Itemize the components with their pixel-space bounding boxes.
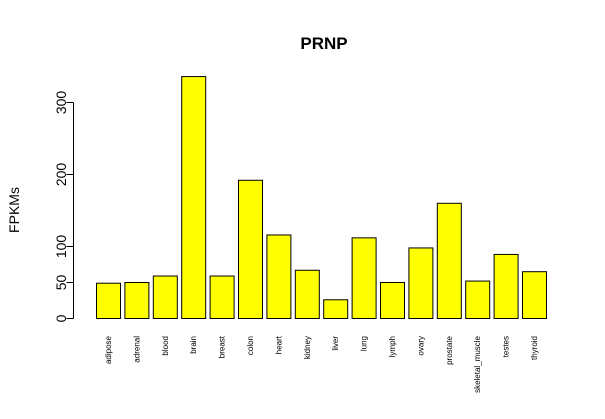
chart-title: PRNP — [300, 34, 347, 53]
x-tick-label: testes — [502, 336, 511, 357]
x-tick-label: adrenal — [132, 336, 141, 363]
bar-skeletal-muscle — [465, 280, 491, 319]
bar-kidney — [294, 269, 320, 320]
bars — [96, 76, 547, 320]
x-tick-label: lymph — [388, 336, 397, 357]
x-tick-label: brain — [189, 336, 198, 354]
y-tick-label: 300 — [53, 91, 69, 115]
bar-thyroid — [522, 271, 547, 320]
bar-lymph — [380, 282, 405, 319]
bar-liver — [323, 299, 349, 319]
y-axis-ticks: 0 50 100 200 300 — [53, 91, 74, 322]
bar-ovary — [408, 247, 434, 319]
bar-testes — [493, 253, 519, 319]
bar-heart — [266, 234, 292, 319]
x-tick-label: ovary — [416, 336, 425, 356]
x-tick-label: thyroid — [530, 336, 539, 360]
y-tick-label: 0 — [53, 314, 69, 322]
bar-blood — [152, 275, 178, 319]
x-tick-label: kidney — [303, 336, 312, 359]
x-tick-label: skeletal_muscle — [473, 335, 482, 392]
x-tick-label: colon — [246, 336, 255, 355]
y-tick-label: 200 — [53, 163, 69, 187]
bar-lung — [351, 237, 377, 319]
bar-adrenal — [124, 282, 150, 319]
bar-colon — [238, 179, 263, 319]
x-axis-labels: adipose adrenal blood brain breast colon heart… — [104, 335, 539, 393]
bar-prostate — [436, 202, 462, 319]
x-tick-label: adipose — [104, 335, 113, 364]
bar-brain — [181, 76, 207, 319]
x-tick-label: heart — [274, 335, 283, 354]
bar-breast — [209, 275, 235, 319]
y-tick-label: 100 — [53, 235, 69, 259]
x-tick-label: lung — [360, 336, 369, 351]
y-axis-label: FPKMs — [6, 187, 22, 233]
bar-adipose — [96, 282, 121, 319]
x-tick-label: liver — [331, 336, 340, 351]
x-tick-label: prostate — [445, 335, 454, 364]
x-tick-label: breast — [218, 335, 227, 358]
x-tick-label: blood — [161, 336, 170, 356]
y-tick-label: 50 — [53, 275, 69, 291]
